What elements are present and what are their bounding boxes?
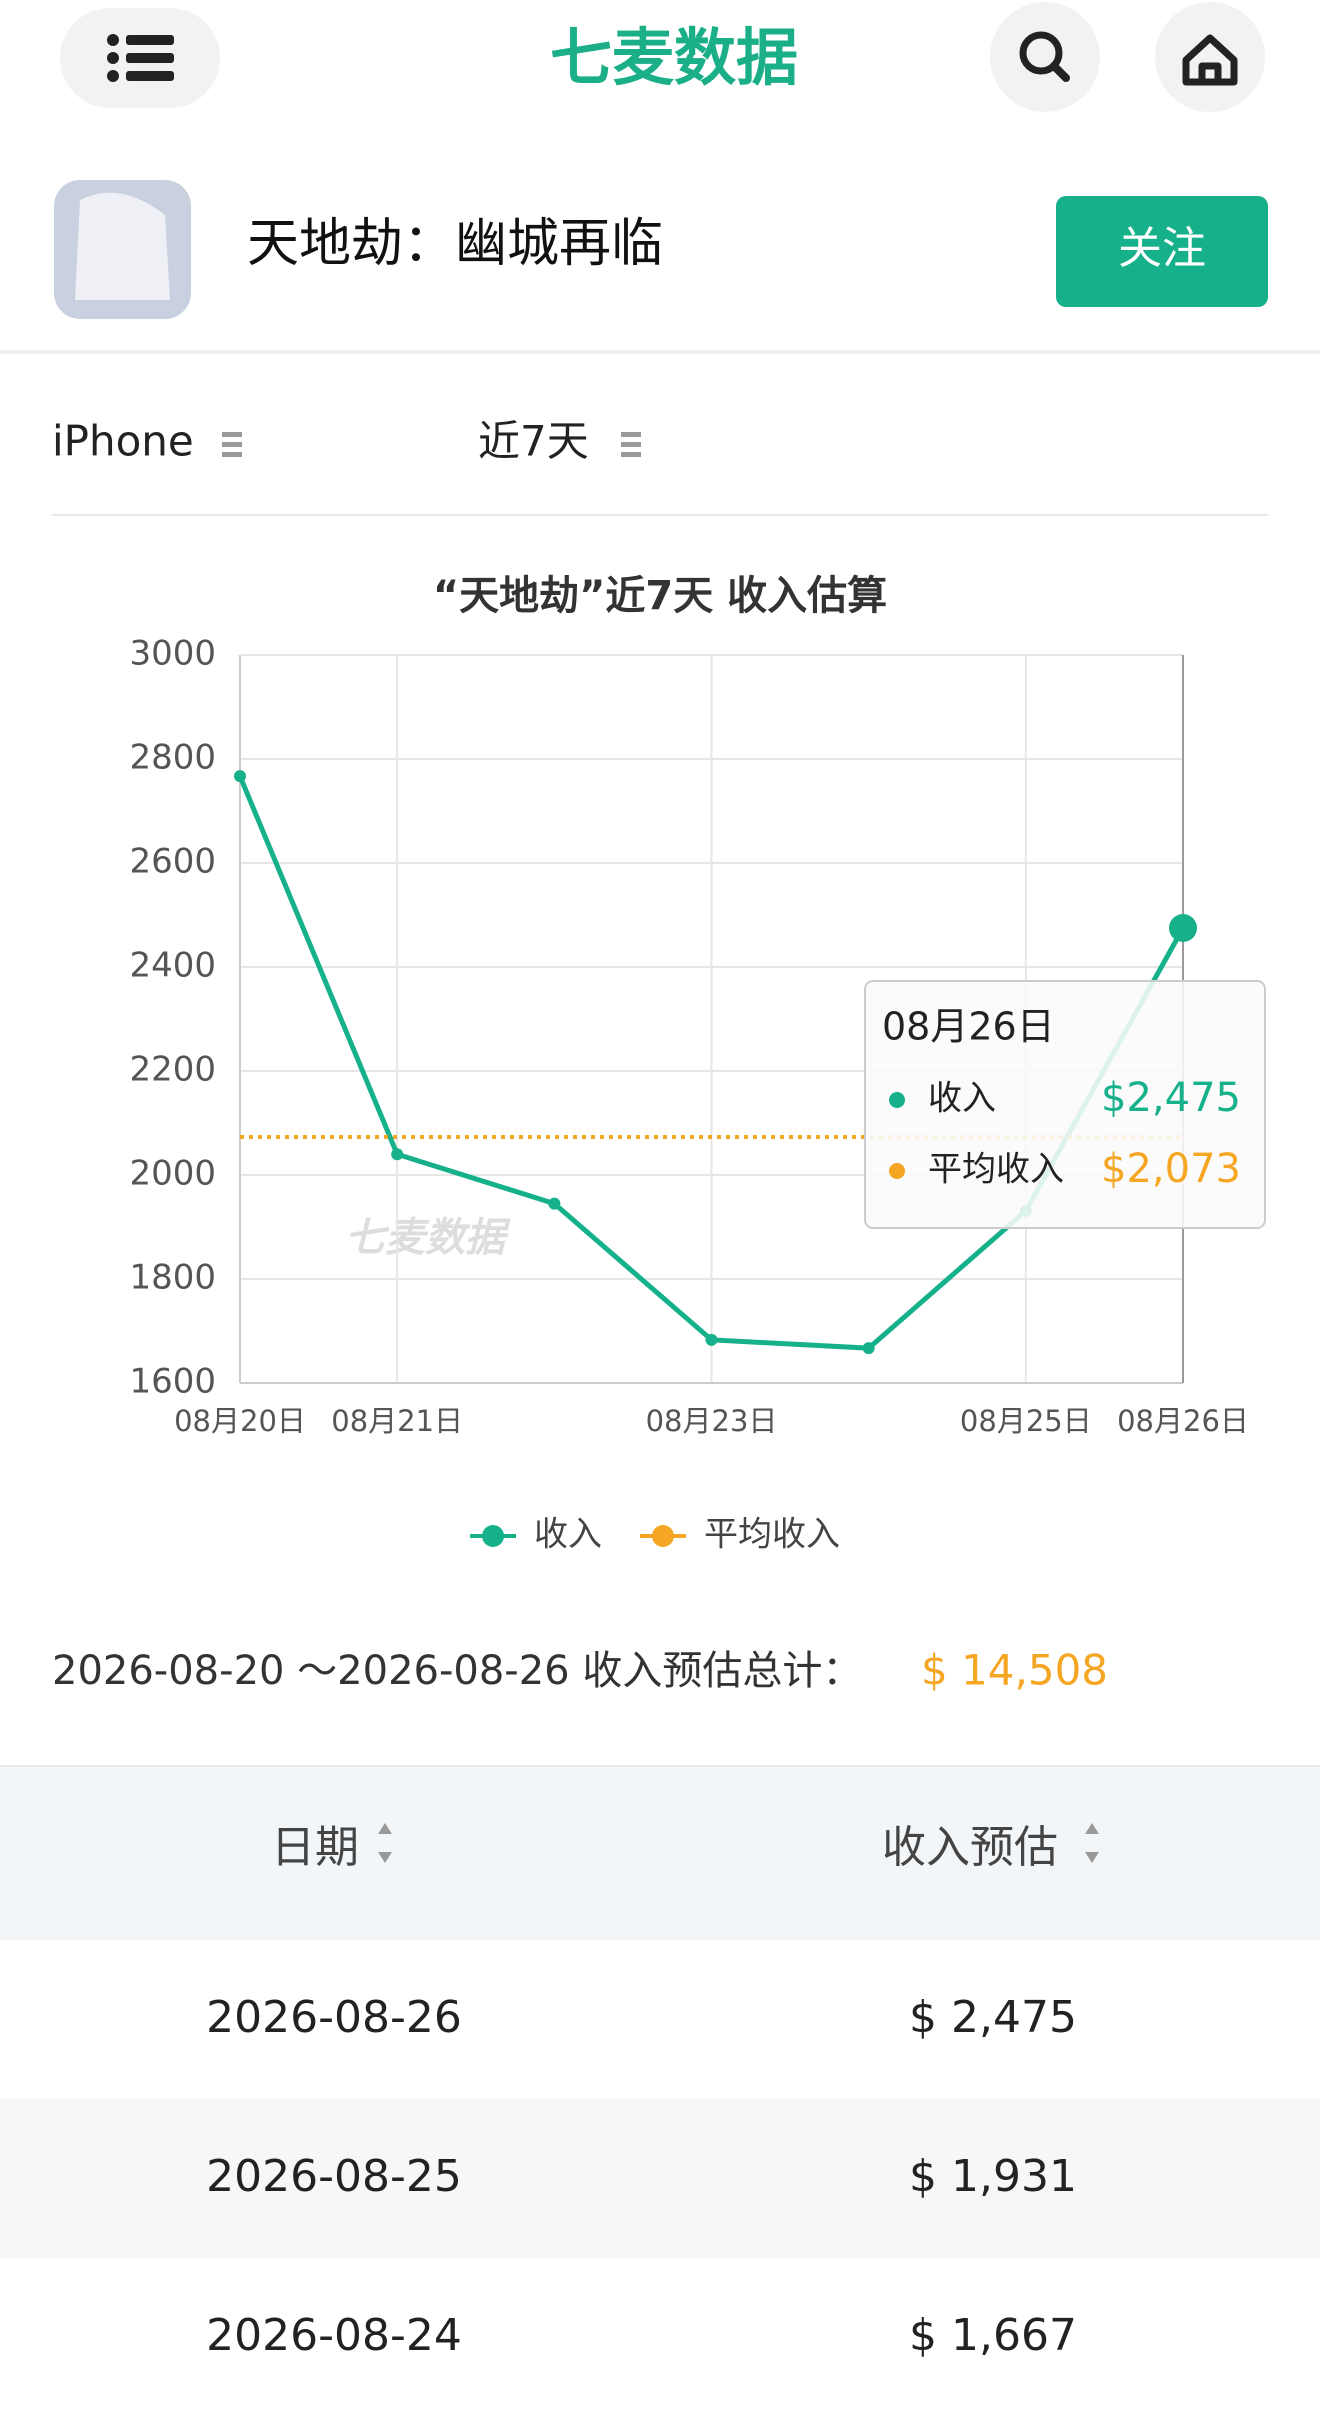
summary-total: $ 14,508 bbox=[921, 1646, 1108, 1695]
home-button[interactable] bbox=[1155, 2, 1265, 112]
y-tick-label: 2600 bbox=[129, 842, 216, 882]
device-filter[interactable]: iPhone bbox=[52, 417, 194, 466]
y-tick-label: 2200 bbox=[129, 1050, 216, 1090]
follow-label: 关注 bbox=[1118, 223, 1206, 274]
table-cell: 2026-08-26 bbox=[206, 1992, 462, 2043]
filter-icon bbox=[621, 432, 641, 457]
x-tick-label: 08月20日 bbox=[174, 1404, 306, 1438]
legend-dot bbox=[652, 1525, 674, 1547]
x-tick-label: 08月23日 bbox=[646, 1404, 778, 1438]
y-tick-label: 2000 bbox=[129, 1154, 216, 1194]
data-point bbox=[548, 1197, 561, 1210]
home-icon bbox=[1182, 34, 1238, 86]
data-point bbox=[1169, 914, 1197, 942]
tooltip-title: 08月26日 bbox=[882, 1005, 1055, 1049]
menu-icon bbox=[107, 34, 174, 82]
tooltip-dot bbox=[889, 1163, 905, 1179]
column-header[interactable]: 日期 bbox=[271, 1822, 359, 1873]
table-body: 2026-08-26 $ 2,475 2026-08-25 $ 1,931 2026-0… bbox=[206, 1992, 1077, 2361]
legend-dot bbox=[482, 1525, 504, 1547]
app-name: 天地劫：幽城再临 bbox=[247, 214, 663, 274]
search-button[interactable] bbox=[990, 2, 1100, 112]
y-tick-label: 2400 bbox=[129, 946, 216, 986]
table-cell: $ 2,475 bbox=[909, 1992, 1077, 2043]
tooltip-name: 平均收入 bbox=[928, 1150, 1064, 1190]
tooltip-value: $2,475 bbox=[1101, 1075, 1241, 1121]
y-tick-label: 2800 bbox=[129, 738, 216, 778]
follow-button[interactable] bbox=[1056, 196, 1268, 307]
table-header bbox=[0, 1766, 1320, 1940]
logo: 七麦数据 bbox=[550, 21, 798, 94]
y-tick-label: 1600 bbox=[129, 1362, 216, 1402]
table-cell: 2026-08-25 bbox=[206, 2151, 462, 2202]
table-cell: 2026-08-24 bbox=[206, 2310, 462, 2361]
search-icon bbox=[1019, 31, 1063, 75]
table-cell: $ 1,931 bbox=[909, 2151, 1077, 2202]
tooltip-value: $2,073 bbox=[1101, 1146, 1241, 1192]
column-header[interactable]: 收入预估 bbox=[882, 1822, 1058, 1873]
sort-icon[interactable] bbox=[378, 1823, 392, 1863]
legend-label: 平均收入 bbox=[704, 1515, 840, 1555]
data-point bbox=[705, 1333, 718, 1346]
x-tick-label: 08月25日 bbox=[960, 1404, 1092, 1438]
data-point bbox=[391, 1148, 404, 1161]
app-icon-art bbox=[75, 192, 170, 300]
y-tick-label: 1800 bbox=[129, 1258, 216, 1298]
sort-icon[interactable] bbox=[1085, 1823, 1099, 1863]
x-tick-label: 08月26日 bbox=[1117, 1404, 1249, 1438]
data-point bbox=[862, 1342, 875, 1355]
chart: 1600 1800 2000 2200 2400 2600 2800 3000 08月20日 08… bbox=[129, 634, 1266, 1555]
chart-title: “天地劫”近7天 收入估算 bbox=[433, 573, 887, 619]
y-tick-label: 3000 bbox=[129, 634, 216, 674]
table-cell: $ 1,667 bbox=[909, 2310, 1077, 2361]
summary-label: 2026-08-20 ～2026-08-26 收入预估总计： bbox=[52, 1648, 862, 1694]
x-tick-label: 08月21日 bbox=[331, 1404, 463, 1438]
tooltip-name: 收入 bbox=[928, 1079, 996, 1119]
legend-label: 收入 bbox=[534, 1515, 602, 1555]
data-point bbox=[234, 770, 246, 783]
tooltip-dot bbox=[889, 1092, 905, 1108]
search-icon bbox=[1050, 62, 1070, 82]
table-row-stripe bbox=[0, 2099, 1320, 2258]
tooltip bbox=[864, 980, 1266, 1229]
watermark: 七麦数据 bbox=[345, 1215, 511, 1261]
filter-icon bbox=[222, 432, 242, 457]
period-filter[interactable]: 近7天 bbox=[478, 417, 589, 466]
